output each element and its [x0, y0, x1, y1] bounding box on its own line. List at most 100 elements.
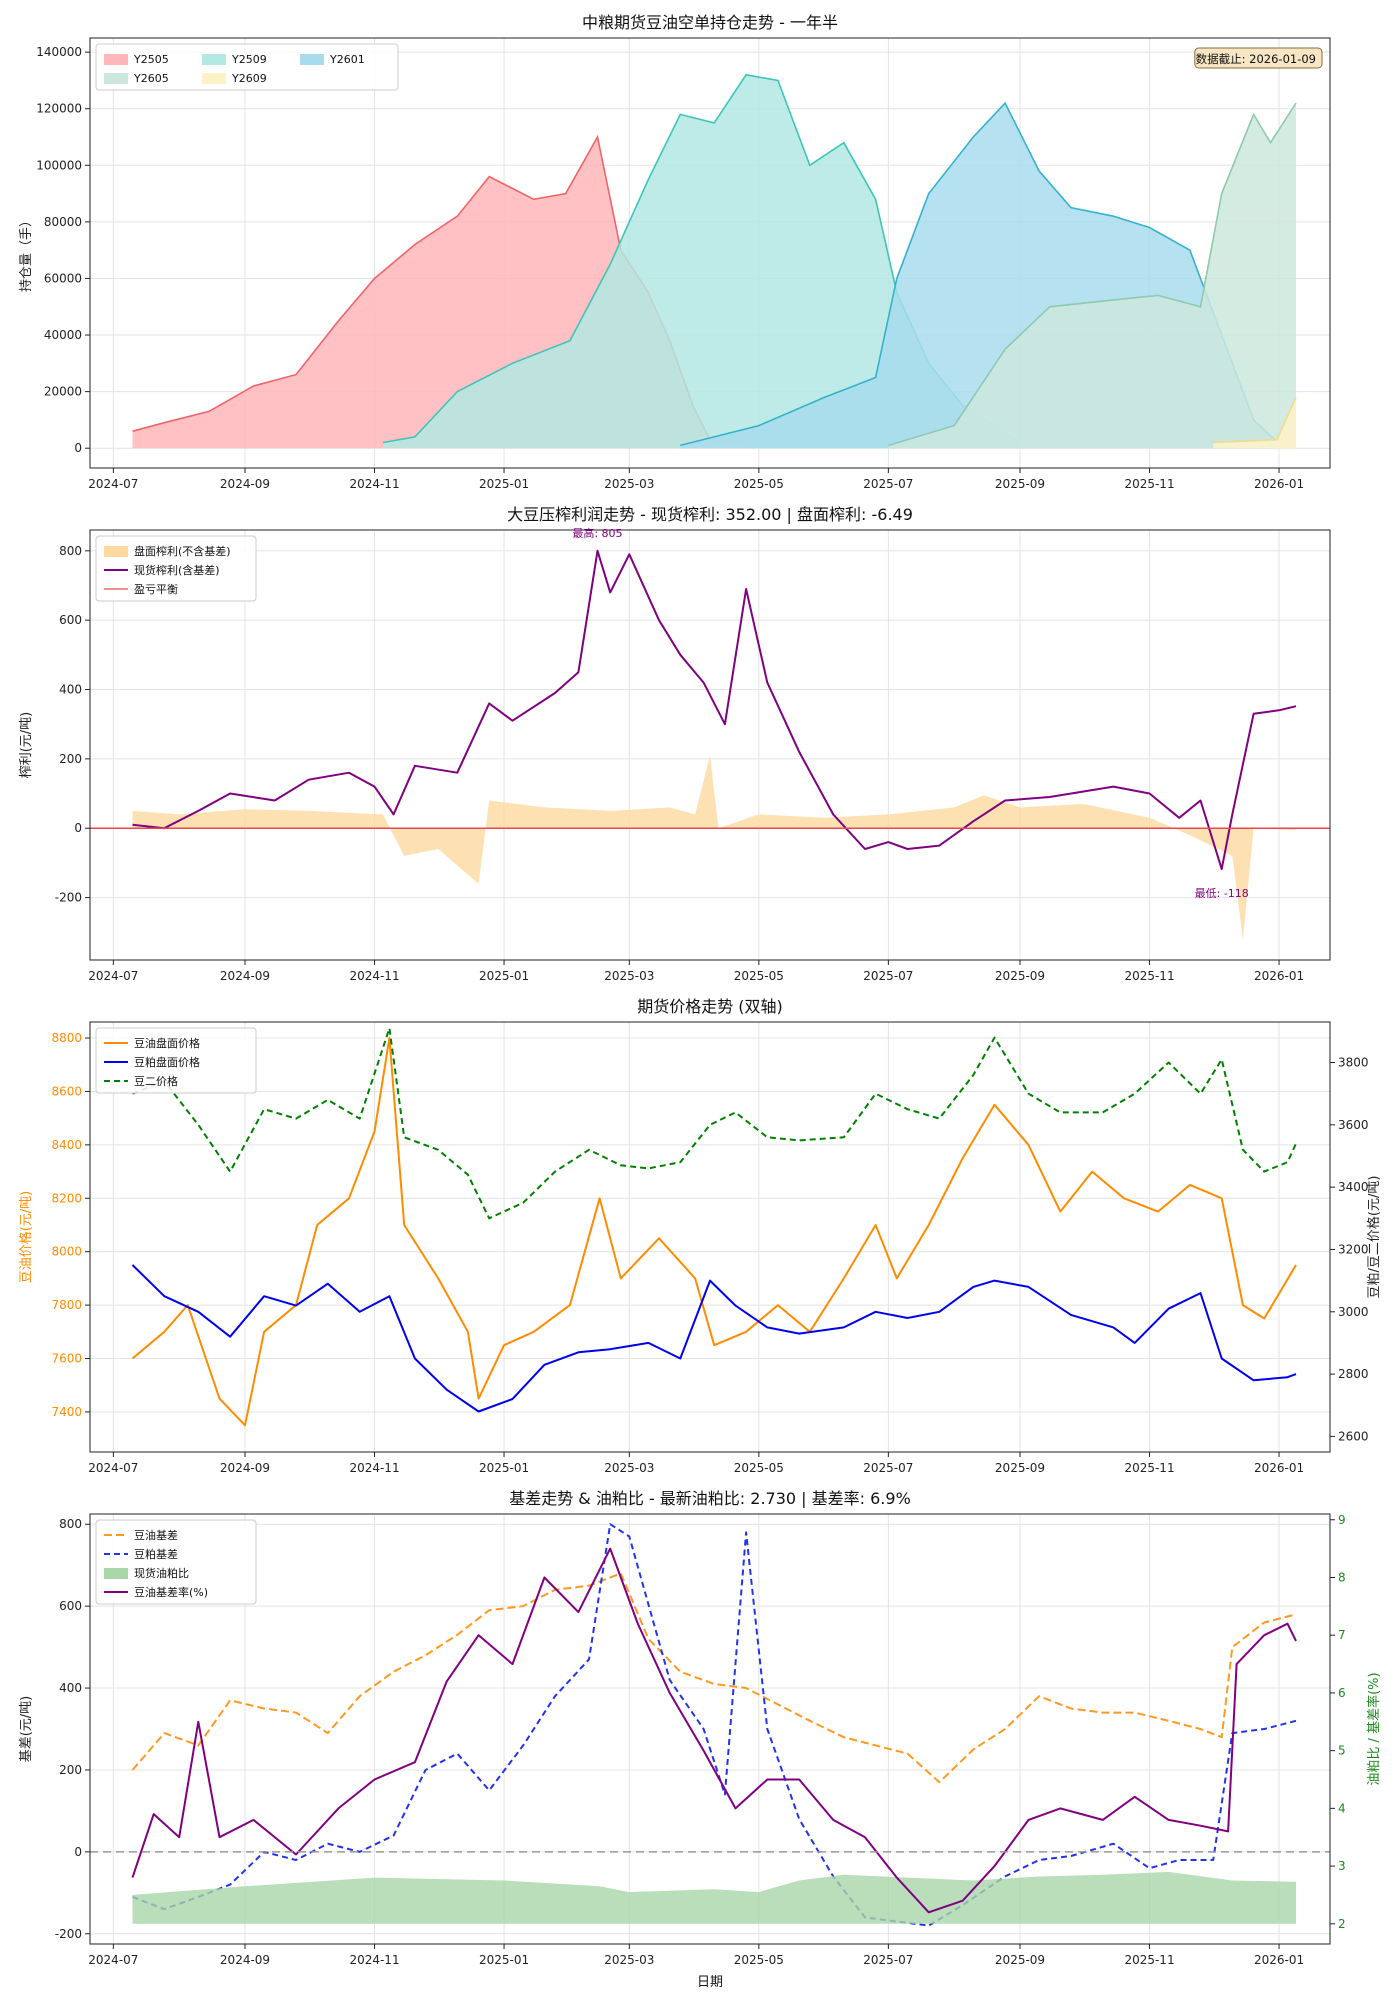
- legend-label: Y2601: [329, 53, 365, 66]
- x-tick-label: 2025-01: [479, 969, 529, 983]
- y2-axis-label: 油粕比 / 基差率(%): [1366, 1672, 1382, 1785]
- x-tick-label: 2025-11: [1124, 1461, 1174, 1475]
- legend-box: [95, 1519, 257, 1605]
- y-tick-label: 600: [59, 1599, 82, 1613]
- y2-tick-label: 3800: [1338, 1056, 1369, 1070]
- line-现货榨利(含基差): [132, 549, 1297, 871]
- legend-label: Y2609: [231, 72, 267, 85]
- fill-现货油粕比: [132, 1871, 1297, 1924]
- chart-title: 基差走势 & 油粕比 - 最新油粕比: 2.730 | 基差率: 6.9%: [509, 1489, 911, 1508]
- plot-frame: [89, 1513, 1331, 1945]
- x-tick-label: 2024-07: [88, 1461, 138, 1475]
- y2-tick-label: 2800: [1338, 1367, 1369, 1381]
- area-Y2605: [888, 103, 1297, 449]
- legend-label: Y2505: [133, 53, 169, 66]
- x-tick-label: 2025-09: [995, 1953, 1045, 1967]
- area-line-Y2609: [1213, 396, 1297, 444]
- line-豆油基差: [131, 1572, 1297, 1784]
- y2-tick-label: 6: [1338, 1686, 1346, 1700]
- x-tick-label: 2025-05: [734, 969, 784, 983]
- legend-swatch: [202, 54, 226, 65]
- plot-frame: [89, 37, 1331, 469]
- x-tick-label: 2025-01: [479, 477, 529, 491]
- y-axis-label: 持仓量（手）: [19, 214, 34, 292]
- chart-title: 大豆压榨利润走势 - 现货榨利: 352.00 | 盘面榨利: -6.49: [507, 505, 913, 524]
- series-group: [131, 1027, 1297, 1427]
- x-tick-label: 2024-09: [220, 1461, 270, 1475]
- x-tick-label: 2025-09: [995, 969, 1045, 983]
- x-tick-label: 2025-11: [1124, 477, 1174, 491]
- y2-tick-label: 8: [1338, 1570, 1346, 1584]
- y-tick-label: 7600: [51, 1352, 82, 1366]
- line-豆粕盘面价格: [131, 1264, 1297, 1413]
- y-tick-label: 8600: [51, 1084, 82, 1098]
- panel-p4: 2024-07 2024-09 2024-11 2025-01 2025-03 2025-…: [19, 1489, 1382, 1990]
- legend-box: [95, 1027, 257, 1094]
- legend-swatch: [300, 54, 324, 65]
- y2-tick-label: 3400: [1338, 1180, 1369, 1194]
- y-tick-label: 800: [59, 1517, 82, 1531]
- y-tick-label: 400: [59, 683, 82, 697]
- cutoff-date-box: [1194, 47, 1323, 69]
- y-tick-label: 140000: [36, 45, 82, 59]
- x-tick-label: 2025-03: [604, 1461, 654, 1475]
- x-tick-label: 2025-05: [734, 477, 784, 491]
- chart-title: 期货价格走势 (双轴): [637, 997, 783, 1016]
- y2-tick-label: 2600: [1338, 1429, 1369, 1443]
- x-tick-label: 2024-11: [349, 1953, 399, 1967]
- x-tick-label: 2025-01: [479, 1953, 529, 1967]
- y-tick-label: 120000: [36, 102, 82, 116]
- x-tick-label: 2024-09: [220, 477, 270, 491]
- y-axis-label: 基差(元/吨): [19, 1696, 34, 1763]
- legend-label: Y2509: [231, 53, 267, 66]
- line-豆二价格: [132, 1027, 1297, 1220]
- plot-frame: [89, 1021, 1331, 1453]
- legend-label: 现货油粕比: [134, 1566, 189, 1580]
- legend-label: 盘面榨利(不含基差): [134, 544, 231, 558]
- legend-swatch: [104, 1568, 128, 1579]
- fill-盘面榨利(不含基差): [132, 755, 1297, 940]
- x-tick-label: 2026-01: [1254, 1953, 1304, 1967]
- y-tick-label: 8800: [51, 1031, 82, 1045]
- legend: Y2505 Y2509 Y2601 Y2605 Y2609: [95, 43, 399, 91]
- y-tick-label: 7400: [51, 1405, 82, 1419]
- y-tick-label: 60000: [44, 271, 82, 285]
- y-tick-label: 0: [74, 1845, 82, 1859]
- x-tick-label: 2025-09: [995, 1461, 1045, 1475]
- x-tick-label: 2025-01: [479, 1461, 529, 1475]
- legend-label: 豆二价格: [134, 1074, 178, 1088]
- panel-p3: 2024-07 2024-09 2024-11 2025-01 2025-03 2025-…: [18, 997, 1382, 1475]
- legend-label: 豆粕盘面价格: [134, 1055, 200, 1069]
- y-tick-label: 40000: [44, 328, 82, 342]
- x-tick-label: 2025-07: [863, 477, 913, 491]
- y-tick-label: 200: [59, 1763, 82, 1777]
- cutoff-date-note: 数据截止: 2026-01-09: [1196, 52, 1316, 66]
- legend-swatch: [104, 73, 128, 84]
- y-tick-label: 0: [74, 821, 82, 835]
- y2-tick-label: 4: [1338, 1801, 1346, 1815]
- y-tick-label: 7800: [51, 1298, 82, 1312]
- y-tick-label: -200: [55, 1927, 82, 1941]
- x-tick-label: 2025-07: [863, 1461, 913, 1475]
- legend-label: 豆油盘面价格: [134, 1036, 200, 1050]
- y2-tick-label: 3200: [1338, 1242, 1369, 1256]
- x-tick-label: 2025-03: [604, 969, 654, 983]
- x-tick-label: 2025-11: [1124, 969, 1174, 983]
- x-tick-label: 2026-01: [1254, 969, 1304, 983]
- legend-swatch: [104, 54, 128, 65]
- legend-label: 现货榨利(含基差): [134, 563, 220, 577]
- y2-tick-label: 3: [1338, 1859, 1346, 1873]
- legend: 盘面榨利(不含基差) 现货榨利(含基差) 盈亏平衡: [95, 535, 257, 602]
- x-tick-label: 2025-03: [604, 477, 654, 491]
- x-tick-label: 2026-01: [1254, 477, 1304, 491]
- y-tick-label: 100000: [36, 158, 82, 172]
- x-tick-label: 2025-09: [995, 477, 1045, 491]
- x-tick-label: 2026-01: [1254, 1461, 1304, 1475]
- y2-tick-label: 7: [1338, 1628, 1346, 1642]
- y-axis-label: 榨利(元/吨): [18, 712, 34, 779]
- x-tick-label: 2024-09: [220, 969, 270, 983]
- y-tick-label: 600: [59, 613, 82, 627]
- y2-tick-label: 5: [1338, 1744, 1346, 1758]
- panel-p2: 2024-07 2024-09 2024-11 2025-01 2025-03 2025-…: [18, 505, 1331, 983]
